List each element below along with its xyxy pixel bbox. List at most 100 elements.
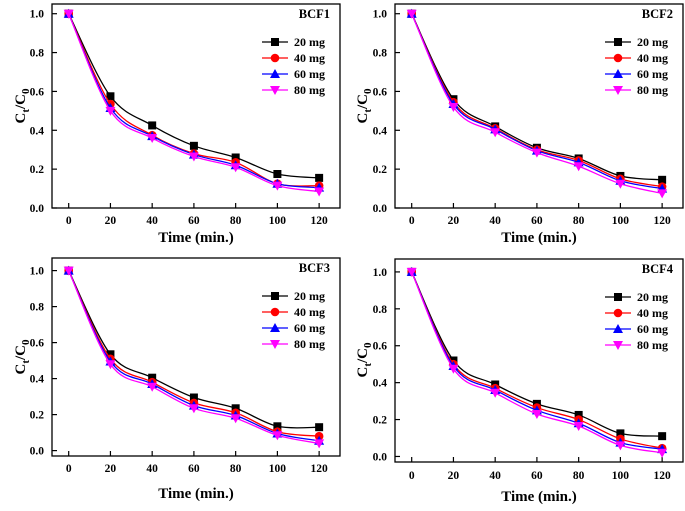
legend-label: 20 mg [637, 35, 668, 49]
x-tick-label: 40 [489, 470, 501, 482]
legend-label: 60 mg [294, 321, 325, 335]
data-point [231, 404, 240, 413]
y-tick-label: 1.0 [373, 267, 388, 279]
data-point [230, 163, 241, 173]
series-40-mg [64, 266, 324, 441]
x-tick-label: 120 [311, 215, 329, 227]
y-axis-title-subscript: 0 [20, 339, 32, 345]
y-axis-title-subscript: 0 [362, 88, 374, 94]
y-tick-label: 0.8 [373, 304, 388, 316]
y-axis-title-main: C [13, 364, 29, 375]
x-axis-title: Time (min.) [501, 230, 577, 246]
data-point [657, 189, 668, 199]
y-tick-label: 0.8 [30, 48, 45, 60]
data-point [615, 441, 626, 451]
series-80-mg [406, 9, 668, 199]
data-point [406, 267, 417, 277]
legend-marker [613, 324, 623, 333]
x-tick-label: 0 [66, 215, 72, 227]
data-point [105, 360, 116, 370]
plot-frame [394, 258, 684, 463]
data-point [272, 181, 283, 191]
x-tick-label: 20 [448, 470, 460, 482]
y-tick-label: 0.4 [373, 378, 388, 390]
x-tick-label: 120 [311, 463, 329, 475]
data-point [573, 162, 584, 172]
legend-marker [613, 308, 623, 318]
legend-label: 20 mg [637, 290, 668, 304]
y-tick-label: 0.6 [30, 338, 45, 350]
legend-marker [270, 69, 280, 78]
series-line [68, 13, 320, 193]
plot-frame [51, 3, 341, 209]
x-tick-label: 60 [531, 215, 543, 227]
data-point [406, 9, 417, 19]
y-axis-title-slash: /C [355, 348, 371, 364]
legend: 20 mg 40 mg 60 mg 80 mg [262, 35, 325, 97]
series-80-mg [406, 267, 668, 458]
y-tick-label: 0.0 [30, 203, 45, 215]
legend: 20 mg 40 mg 60 mg 80 mg [262, 289, 325, 351]
y-tick-label: 0.2 [373, 415, 388, 427]
y-tick-label: 0.0 [373, 203, 388, 215]
data-point [448, 102, 459, 112]
data-point [273, 422, 282, 431]
x-tick-label: 0 [66, 463, 72, 475]
series-40-mg [64, 9, 324, 190]
x-tick-label: 40 [146, 215, 158, 227]
legend-label: 60 mg [637, 322, 668, 336]
data-point [657, 448, 668, 458]
data-point [531, 410, 542, 420]
legend-label: 80 mg [637, 338, 668, 352]
data-point [148, 373, 157, 382]
y-tick-label: 0.2 [30, 410, 45, 422]
legend-label: 80 mg [637, 83, 668, 97]
y-tick-label: 1.0 [30, 266, 45, 278]
y-axis-title-slash: /C [13, 94, 29, 110]
y-axis-title: Ct/C0 [13, 339, 32, 375]
legend-marker [270, 307, 280, 317]
data-point [105, 106, 116, 116]
x-tick-label: 80 [573, 215, 585, 227]
legend-marker [614, 293, 622, 301]
chart-panel-bcf4: 0 20 40 60 80 100 120 0.0 0.2 0.4 0.6 0.8 1.0 Time (m… [355, 258, 684, 505]
data-point [63, 266, 74, 276]
data-point [106, 92, 115, 101]
data-point [148, 121, 157, 130]
data-point [273, 170, 282, 178]
legend-label: 20 mg [294, 35, 325, 49]
x-axis-title: Time (min.) [501, 489, 577, 505]
y-axis-title-subscript: t [362, 363, 374, 367]
y-tick-label: 0.2 [30, 164, 45, 176]
legend-label: 40 mg [637, 306, 668, 320]
y-tick-label: 0.4 [373, 125, 388, 137]
y-axis-title-subscript: 0 [20, 88, 32, 94]
x-tick-label: 0 [409, 215, 415, 227]
x-tick-label: 120 [654, 470, 672, 482]
x-tick-label: 20 [105, 215, 117, 227]
series-60-mg [63, 265, 325, 445]
series-60-mg [63, 8, 325, 192]
x-tick-label: 100 [612, 215, 630, 227]
data-point [147, 382, 158, 392]
x-tick-label: 40 [489, 215, 501, 227]
data-point [315, 423, 324, 432]
legend: 20 mg 40 mg 60 mg 80 mg [605, 35, 668, 97]
legend-marker [613, 69, 623, 78]
series-20-mg [407, 9, 667, 184]
data-point [314, 187, 325, 197]
data-point [63, 9, 74, 19]
y-tick-label: 0.8 [373, 48, 388, 60]
y-axis-title-subscript: t [20, 109, 32, 113]
y-axis-title-main: C [13, 113, 29, 124]
y-axis-title-subscript: t [362, 109, 374, 113]
y-axis-title-main: C [355, 367, 371, 378]
legend-marker [271, 292, 279, 300]
data-point [658, 432, 667, 441]
legend-marker [613, 341, 623, 350]
y-tick-label: 0.6 [30, 86, 45, 98]
data-point [314, 439, 325, 449]
data-point [531, 148, 542, 158]
legend-marker [614, 38, 622, 46]
legend-marker [270, 86, 280, 95]
